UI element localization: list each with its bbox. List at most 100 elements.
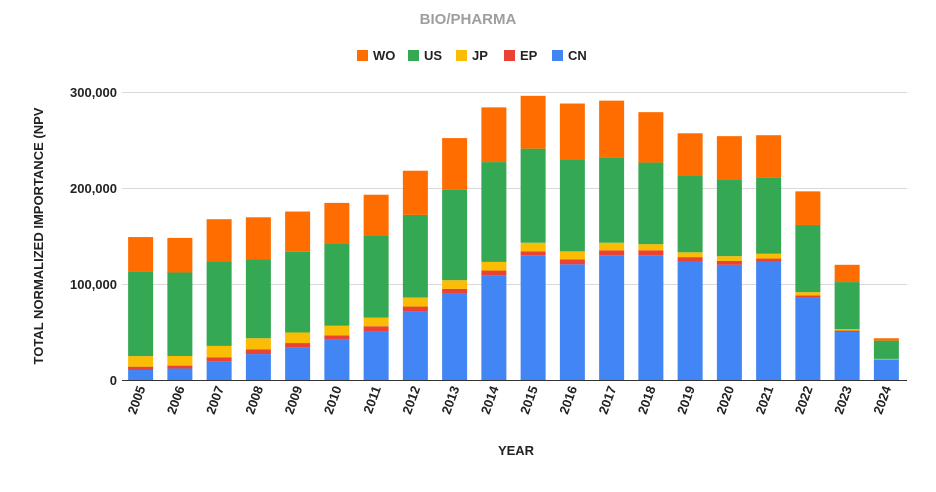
bar-stack-2011: [364, 195, 389, 380]
bar-EP-2014: [481, 271, 506, 276]
bar-CN-2023: [835, 332, 860, 380]
bar-US-2007: [207, 261, 232, 345]
bar-EP-2019: [678, 257, 703, 262]
y-tick-label: 0: [110, 373, 117, 388]
bar-CN-2020: [717, 265, 742, 380]
bar-CN-2014: [481, 275, 506, 380]
x-tick-label: 2015: [517, 384, 541, 416]
bar-JP-2018: [638, 244, 663, 250]
x-tick-label: 2024: [870, 383, 894, 416]
legend-swatch-US: [408, 50, 419, 61]
bar-EP-2011: [364, 326, 389, 331]
bar-WO-2017: [599, 101, 624, 158]
bar-EP-2010: [324, 335, 349, 339]
bar-WO-2006: [167, 238, 192, 273]
legend-swatch-JP: [456, 50, 467, 61]
gridlines: [122, 93, 907, 285]
bar-CN-2015: [521, 255, 546, 380]
bar-US-2006: [167, 272, 192, 356]
bar-stack-2020: [717, 136, 742, 380]
bar-JP-2019: [678, 252, 703, 257]
bar-US-2005: [128, 272, 153, 356]
bar-EP-2012: [403, 307, 428, 312]
x-tick-label: 2018: [635, 384, 659, 416]
bar-JP-2013: [442, 280, 467, 289]
bar-stack-2019: [678, 133, 703, 380]
x-tick-label: 2021: [752, 384, 776, 416]
bar-WO-2007: [207, 219, 232, 261]
bar-CN-2007: [207, 362, 232, 380]
x-tick-label: 2016: [556, 384, 580, 416]
y-tick-label: 300,000: [70, 85, 117, 100]
bar-stack-2014: [481, 107, 506, 380]
bar-WO-2015: [521, 96, 546, 149]
bar-US-2023: [835, 282, 860, 329]
bar-JP-2015: [521, 243, 546, 252]
x-tick-label: 2022: [792, 384, 816, 416]
x-tick-label: 2005: [124, 384, 148, 416]
bar-stack-2013: [442, 138, 467, 380]
bar-stack-2015: [521, 96, 546, 380]
bar-EP-2020: [717, 261, 742, 265]
bar-JP-2008: [246, 338, 271, 349]
bar-CN-2008: [246, 354, 271, 380]
bar-WO-2019: [678, 133, 703, 176]
bar-WO-2009: [285, 212, 310, 252]
bar-stack-2008: [246, 217, 271, 380]
bar-JP-2021: [756, 254, 781, 259]
bar-US-2008: [246, 260, 271, 339]
bar-WO-2023: [835, 265, 860, 282]
bar-WO-2012: [403, 171, 428, 215]
bar-EP-2018: [638, 250, 663, 255]
bar-WO-2024: [874, 338, 899, 340]
x-tick-label: 2019: [674, 384, 698, 416]
bar-JP-2006: [167, 356, 192, 366]
bar-stack-2007: [207, 219, 232, 380]
bar-CN-2009: [285, 347, 310, 380]
x-tick-label: 2007: [203, 384, 227, 416]
bar-WO-2016: [560, 104, 585, 160]
bar-stack-2018: [638, 112, 663, 380]
legend-label-WO: WO: [373, 48, 395, 63]
x-tick-label: 2011: [360, 384, 384, 416]
bar-WO-2011: [364, 195, 389, 236]
bar-CN-2005: [128, 370, 153, 380]
bar-JP-2011: [364, 318, 389, 327]
bar-US-2014: [481, 162, 506, 262]
bar-JP-2016: [560, 251, 585, 259]
bar-CN-2010: [324, 340, 349, 380]
bar-US-2009: [285, 252, 310, 333]
bar-CN-2013: [442, 294, 467, 380]
x-tick-label: 2020: [713, 384, 737, 416]
bar-WO-2008: [246, 217, 271, 259]
bar-EP-2013: [442, 289, 467, 294]
bar-WO-2022: [795, 191, 820, 225]
x-tick-label: 2014: [478, 383, 502, 416]
legend-swatch-EP: [504, 50, 515, 61]
bar-US-2012: [403, 215, 428, 298]
bar-WO-2021: [756, 135, 781, 178]
bar-JP-2009: [285, 332, 310, 343]
bar-stack-2010: [324, 203, 349, 380]
bar-CN-2012: [403, 312, 428, 380]
bar-CN-2022: [795, 297, 820, 380]
bar-EP-2022: [795, 296, 820, 298]
bar-WO-2014: [481, 107, 506, 162]
bar-US-2020: [717, 179, 742, 256]
bar-JP-2007: [207, 346, 232, 358]
x-axis-ticks: 2005200620072008200920102011201220132014…: [124, 383, 894, 416]
y-axis-label: TOTAL NORMALIZED IMPORTANCE (NPV: [31, 107, 46, 364]
bar-US-2024: [874, 341, 899, 359]
bar-JP-2017: [599, 243, 624, 251]
bar-US-2022: [795, 225, 820, 292]
bar-EP-2015: [521, 251, 546, 255]
legend: WOUSJPEPCN: [357, 48, 587, 63]
bar-CN-2024: [874, 360, 899, 380]
bar-JP-2020: [717, 256, 742, 261]
bar-EP-2005: [128, 367, 153, 370]
legend-label-US: US: [424, 48, 442, 63]
bar-US-2016: [560, 159, 585, 251]
bar-US-2019: [678, 176, 703, 252]
bar-EP-2016: [560, 260, 585, 265]
bar-US-2018: [638, 163, 663, 245]
